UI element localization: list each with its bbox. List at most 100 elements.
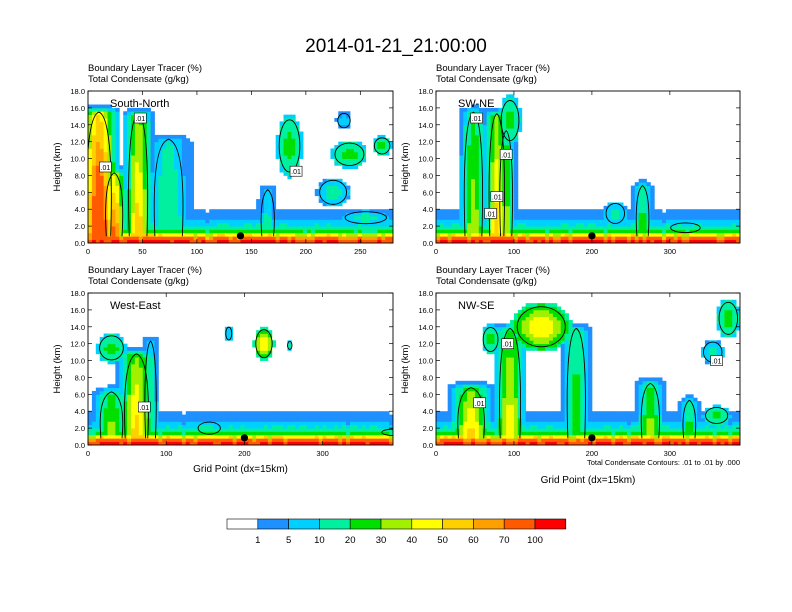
tracer-cell	[474, 168, 480, 173]
tracer-cell	[506, 370, 511, 375]
tracer-cell	[486, 397, 491, 402]
tracer-cell	[326, 209, 331, 213]
tracer-cell	[665, 239, 671, 243]
tracer-cell	[279, 138, 284, 143]
tracer-cell	[111, 188, 116, 193]
tracer-cell	[498, 131, 503, 136]
tracer-cell	[506, 384, 511, 388]
tracer-cell	[381, 414, 386, 419]
tracer-cell	[256, 428, 261, 432]
tracer-cell	[283, 438, 288, 443]
tracer-cell	[99, 428, 105, 432]
tracer-cell	[88, 202, 93, 207]
tracer-cell	[162, 178, 167, 183]
tracer-cell	[295, 232, 300, 237]
tracer-cell	[166, 411, 171, 415]
tracer-cell	[99, 441, 105, 445]
tracer-cell	[287, 145, 292, 149]
tracer-cell	[502, 441, 507, 445]
tracer-cell	[181, 134, 187, 139]
tracer-cell	[451, 394, 456, 399]
tracer-cell	[361, 212, 367, 217]
tracer-cell	[349, 428, 355, 432]
tracer-cell	[373, 236, 378, 241]
tracer-cell	[474, 131, 480, 136]
tracer-cell	[615, 219, 620, 224]
tracer-cell	[478, 434, 484, 439]
tracer-cell	[654, 236, 659, 241]
tracer-cell	[267, 421, 273, 426]
tracer-cell	[377, 229, 382, 234]
tracer-cell	[502, 390, 507, 395]
tracer-cell	[228, 421, 234, 426]
tracer-cell	[154, 360, 159, 365]
tracer-cell	[181, 202, 187, 207]
tracer-cell	[638, 232, 643, 237]
tracer-cell	[716, 215, 721, 220]
tracer-cell	[467, 384, 472, 388]
tracer-cell	[724, 209, 729, 213]
tracer-cell	[310, 441, 316, 445]
tracer-cell	[291, 417, 296, 422]
tracer-cell	[166, 441, 171, 445]
tracer-cell	[693, 212, 698, 217]
tracer-cell	[213, 434, 218, 439]
tracer-cell	[123, 192, 128, 197]
tracer-cell	[220, 232, 226, 237]
tracer-cell	[334, 431, 339, 436]
tracer-cell	[267, 411, 273, 415]
tracer-cell	[127, 417, 132, 422]
tracer-cell	[189, 226, 194, 230]
tracer-cell	[474, 424, 480, 429]
tracer-cell	[123, 441, 128, 445]
tracer-cell	[619, 226, 624, 230]
tracer-cell	[150, 347, 155, 351]
tracer-cell	[451, 232, 456, 237]
tracer-cell	[556, 239, 562, 243]
tracer-cell	[166, 434, 171, 439]
tracer-cell	[295, 438, 300, 443]
tracer-cell	[568, 212, 573, 217]
tracer-cell	[228, 229, 234, 234]
tracer-cell	[478, 199, 484, 203]
tracer-cell	[134, 370, 140, 375]
tracer-cell	[377, 411, 382, 415]
tracer-cell	[256, 431, 261, 436]
tracer-cell	[88, 111, 93, 116]
tracer-cell	[115, 141, 120, 146]
y-axis-label: Height (km)	[400, 142, 411, 191]
tracer-cell	[303, 212, 308, 217]
tracer-cell	[201, 417, 206, 422]
tracer-cell	[642, 195, 647, 200]
tracer-cell	[131, 155, 136, 159]
tracer-cell	[467, 417, 472, 422]
tracer-cell	[556, 212, 562, 217]
tracer-cell	[131, 360, 136, 365]
x-tick-label: 50	[138, 247, 146, 256]
tracer-cell	[599, 226, 604, 230]
tracer-cell	[533, 226, 538, 230]
tracer-cell	[95, 178, 101, 183]
tracer-cell	[365, 434, 370, 439]
tracer-cell	[513, 363, 519, 368]
tracer-cell	[138, 188, 144, 193]
tracer-cell	[381, 148, 386, 153]
tracer-cell	[467, 178, 472, 183]
tracer-cell	[263, 441, 269, 445]
tracer-cell	[263, 205, 269, 210]
tracer-cell	[385, 215, 390, 220]
tracer-cell	[720, 212, 725, 217]
tracer-cell	[88, 199, 93, 203]
tracer-cell	[310, 434, 316, 439]
tracer-cell	[197, 239, 202, 243]
tracer-cell	[131, 178, 136, 183]
tracer-cell	[455, 212, 460, 217]
tracer-cell	[95, 114, 101, 119]
tracer-cell	[471, 421, 476, 426]
tracer-cell	[236, 215, 241, 220]
tracer-cell	[611, 229, 616, 234]
tracer-cell	[471, 407, 476, 412]
tracer-cell	[455, 401, 460, 405]
tracer-cell	[463, 219, 468, 224]
tracer-cell	[189, 232, 194, 237]
